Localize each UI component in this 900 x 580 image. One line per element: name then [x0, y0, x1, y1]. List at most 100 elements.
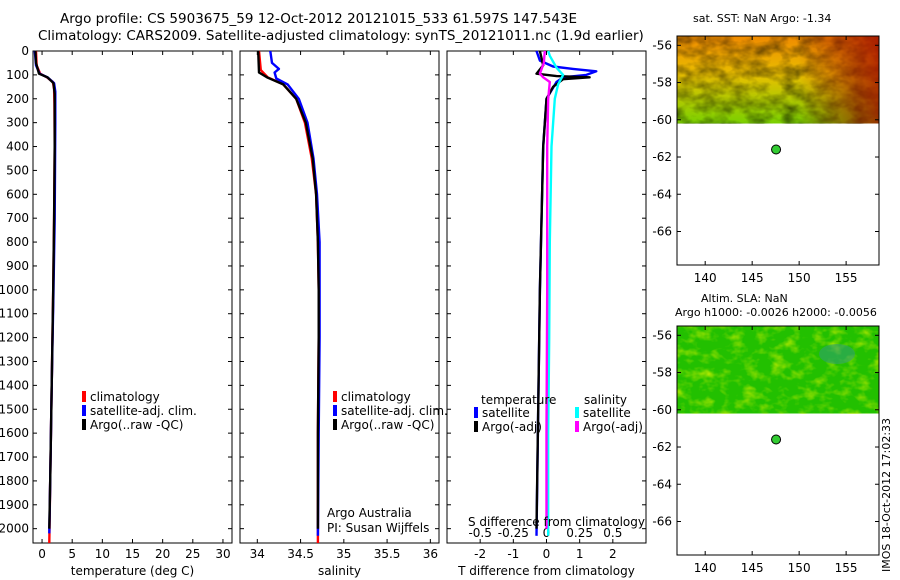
salinity-xtick-label: 34.5	[287, 547, 314, 561]
depth-tick-label: 1700	[0, 450, 29, 464]
salinity-xtick-label: 35	[336, 547, 351, 561]
sla_map-ytick-label: -60	[652, 403, 672, 417]
temperature-xtick-label: 10	[95, 547, 110, 561]
sla-map-subtitle: Argo h1000: -0.0026 h2000: -0.0056	[675, 306, 877, 319]
salinity-diff-tick-label: 0	[543, 526, 551, 540]
sst_map-ytick-label: -56	[652, 38, 672, 52]
temperature-legend-label: Argo(..raw -QC)	[90, 418, 183, 432]
difference-panel: -2 -1 0 1 2 -0.5 -0.25 0 0.25 0.5 T difference fro…	[446, 50, 647, 578]
depth-tick-label: 1300	[0, 354, 29, 368]
sst_map-xtick-label: 145	[741, 271, 764, 285]
sla_map-plot-frame	[676, 325, 880, 556]
temperature-xtick-label: 5	[68, 547, 76, 561]
sst_map-ytick-label: -62	[652, 150, 672, 164]
salinity-legend-swatch	[333, 419, 337, 430]
salinity-legend-swatch	[333, 391, 337, 402]
depth-tick-label: 1200	[0, 331, 29, 345]
depth-tick-label: 1500	[0, 402, 29, 416]
salinity-diff-tick-label: -0.5	[468, 526, 491, 540]
temperature-legend-swatch	[82, 405, 86, 416]
diff-legend-swatch	[474, 421, 478, 432]
depth-tick-label: 1900	[0, 498, 29, 512]
salinity-annotation-line2: PI: Susan Wijffels	[327, 521, 429, 535]
depth-tick-label: 700	[6, 211, 29, 225]
temperature-xtick-label: 0	[38, 547, 46, 561]
salinity-plot-frame	[239, 50, 440, 544]
salinity-annotation-line1: Argo Australia	[327, 506, 412, 520]
sla-map-title: Altim. SLA: NaN	[701, 292, 788, 305]
sst_map-ytick-label: -64	[652, 187, 672, 201]
difference-series-line	[547, 50, 565, 536]
sla_map-ytick-label: -66	[652, 514, 672, 528]
sst_map-plot-frame	[676, 35, 880, 266]
difference-xtick-label: 0	[543, 547, 551, 561]
depth-tick-label: 1400	[0, 378, 29, 392]
salinity-legend-label: satellite-adj. clim.	[341, 404, 448, 418]
difference-xtick-label: -1	[507, 547, 519, 561]
depth-tick-label: 100	[6, 68, 29, 82]
depth-tick-label: 2000	[0, 522, 29, 536]
diff-legend-swatch	[575, 407, 579, 418]
difference-xtick-label: -2	[474, 547, 486, 561]
diff-legend-label: Argo(-adj)	[583, 420, 643, 434]
temperature-legend-swatch	[82, 391, 86, 402]
difference-xtick-label: 1	[576, 547, 584, 561]
imos-timestamp: IMOS 18-Oct-2012 17:02:33	[880, 418, 893, 572]
depth-tick-label: 400	[6, 140, 29, 154]
depth-tick-label: 1100	[0, 307, 29, 321]
temperature-panel: 0100200300400500600700800900100011001200…	[0, 44, 233, 578]
salinity-xtick-label: 35.5	[374, 547, 401, 561]
temperature-xtick-label: 30	[215, 547, 230, 561]
depth-tick-label: 900	[6, 259, 29, 273]
sla_map-ytick-label: -58	[652, 366, 672, 380]
depth-tick-label: 1000	[0, 283, 29, 297]
salinity-panel: 34 34.5 35 35.5 36 salinity climatologysatelli…	[239, 50, 448, 578]
temperature-legend-label: satellite-adj. clim.	[90, 404, 197, 418]
temperature-plot-frame	[32, 50, 233, 544]
temperature-xtick-label: 15	[125, 547, 140, 561]
sst_map-ytick-label: -66	[652, 224, 672, 238]
sla-field-low	[819, 344, 855, 364]
sla_map-xtick-label: 155	[835, 561, 858, 575]
depth-tick-label: 1600	[0, 426, 29, 440]
salinity-diff-tick-label: 0.5	[603, 526, 622, 540]
salinity-xlabel: salinity	[318, 564, 361, 578]
temperature-xtick-label: 25	[185, 547, 200, 561]
salinity-xtick-label: 34	[250, 547, 265, 561]
sst-map-title: sat. SST: NaN Argo: -1.34	[693, 12, 831, 25]
difference-xtick-label: 2	[609, 547, 617, 561]
depth-tick-label: 600	[6, 187, 29, 201]
depth-tick-label: 200	[6, 92, 29, 106]
argo-position-marker	[771, 144, 782, 155]
diff-legend-label: Argo(-adj)	[482, 420, 542, 434]
diff-legend-group-temperature: temperature	[481, 393, 556, 407]
sla_map-xtick-label: 150	[788, 561, 811, 575]
salinity-legend-label: Argo(..raw -QC)	[341, 418, 434, 432]
salinity-series-line	[257, 50, 320, 529]
sst_map-ytick-label: -60	[652, 113, 672, 127]
diff-legend-group-salinity: salinity	[584, 393, 627, 407]
sst_map-ytick-label: -58	[652, 76, 672, 90]
difference-top-axis-label: S difference from climatology	[468, 515, 645, 529]
temperature-series-line	[34, 50, 56, 529]
temperature-xtick-label: 20	[155, 547, 170, 561]
salinity-diff-tick-label: -0.25	[498, 526, 529, 540]
sst_map-xtick-label: 155	[835, 271, 858, 285]
sst-field-warm-edge	[677, 36, 879, 124]
depth-tick-label: 0	[21, 44, 29, 58]
sst-map-panel: -56 -58 -60 -62 -64 -66 140 145 150 155	[652, 35, 880, 285]
sla_map-xtick-label: 145	[741, 561, 764, 575]
argo-position-marker	[771, 434, 782, 445]
figure-title-line1: Argo profile: CS 5903675_59 12-Oct-2012 …	[60, 11, 577, 27]
sla-map-panel: -56 -58 -60 -62 -64 -66 140 145 150 155	[652, 325, 880, 575]
salinity-legend-swatch	[333, 405, 337, 416]
diff-legend-swatch	[474, 407, 478, 418]
depth-tick-label: 1800	[0, 474, 29, 488]
sst_map-xtick-label: 140	[694, 271, 717, 285]
depth-tick-label: 800	[6, 235, 29, 249]
diff-legend-swatch	[575, 421, 579, 432]
sla_map-ytick-label: -64	[652, 477, 672, 491]
temperature-legend-label: climatology	[90, 390, 160, 404]
sla_map-ytick-label: -62	[652, 440, 672, 454]
